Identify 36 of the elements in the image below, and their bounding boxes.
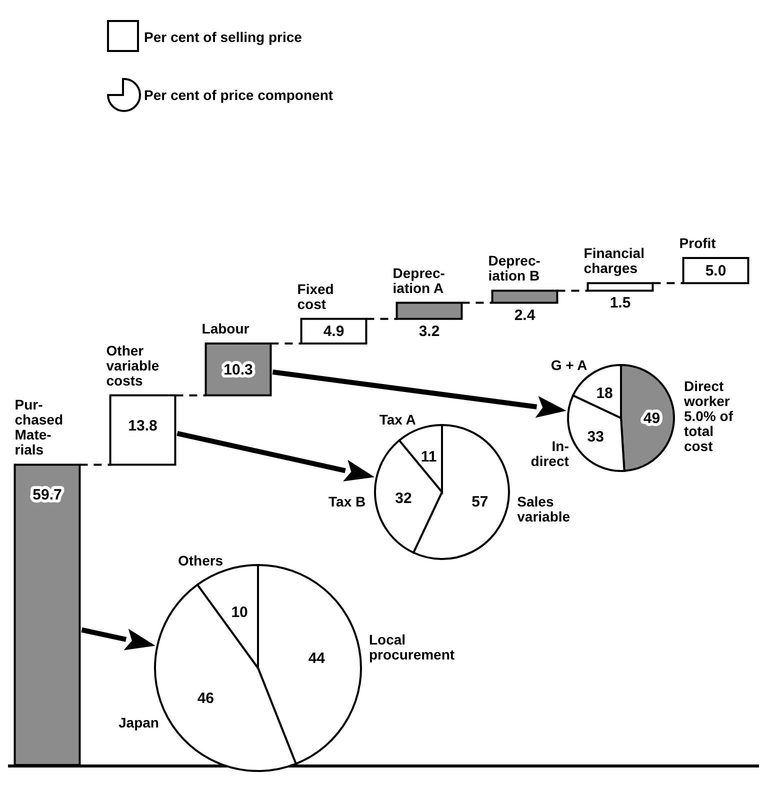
data-label: 44 — [308, 650, 326, 667]
slice-label: In- direct — [530, 438, 570, 469]
data-label: 4.9 — [323, 323, 344, 340]
category-label: Deprec- iation A — [392, 264, 446, 296]
data-label: 46 — [197, 690, 214, 707]
data-label: 10.3 — [224, 361, 253, 378]
data-label: 32 — [395, 490, 412, 507]
slice-label: Japan — [118, 714, 159, 730]
data-label: 57 — [472, 493, 488, 510]
category-label: Deprec- iation B — [488, 252, 541, 284]
data-label: 49 — [643, 410, 660, 428]
category-label: Fixed cost — [297, 280, 334, 312]
data-label: 11 — [420, 448, 437, 466]
data-label: 10 — [231, 604, 248, 622]
slice-label: Local procurement — [369, 631, 455, 662]
data-label: 33 — [587, 428, 604, 446]
slice-label: Tax A — [379, 412, 416, 428]
category-label: Profit — [679, 235, 716, 251]
data-label: 59.7 — [32, 486, 62, 504]
data-label: 3.2 — [418, 322, 440, 340]
text: Per cent of price component — [144, 87, 334, 103]
legend-label: Tax B — [328, 494, 366, 510]
data-label: 13.8 — [128, 417, 158, 434]
slice-label: Sales variable — [517, 493, 570, 524]
slice-label: G + A — [550, 356, 588, 373]
data-label: 18 — [596, 385, 613, 402]
slice-label: Others — [178, 552, 224, 569]
category-label: Other variable costs — [106, 342, 160, 388]
category-label: Financial charges — [584, 245, 644, 276]
category-label: Pur- chased Mate- rials — [14, 396, 64, 458]
data-label: 2.4 — [514, 306, 536, 324]
category-label: Labour — [202, 320, 250, 337]
data-label: 1.5 — [610, 294, 631, 312]
slice-label: Direct worker 5.0% of total cost — [682, 378, 734, 454]
data-label: 5.0 — [705, 262, 726, 280]
text: Per cent of selling price — [144, 29, 302, 45]
